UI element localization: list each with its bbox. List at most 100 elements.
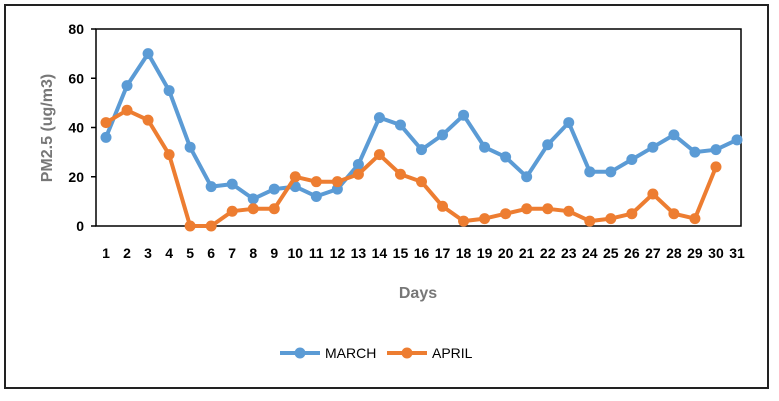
x-tick-label: 8	[249, 245, 257, 261]
data-point-april	[647, 188, 659, 200]
y-axis-title: PM2.5 (ug/m3)	[39, 74, 56, 182]
x-tick-label: 19	[477, 245, 493, 261]
data-point-april	[163, 149, 175, 161]
series-april	[100, 104, 722, 232]
data-point-march	[542, 139, 554, 151]
x-tick-label: 26	[624, 245, 640, 261]
data-point-march	[163, 85, 175, 97]
series-layer	[100, 48, 743, 232]
data-point-april	[184, 220, 196, 232]
series-march	[100, 48, 743, 205]
data-point-april	[437, 200, 449, 212]
data-point-april	[563, 205, 575, 217]
data-point-march	[437, 129, 449, 141]
x-axis-title: Days	[399, 285, 437, 302]
data-point-march	[584, 166, 596, 178]
data-point-march	[205, 181, 217, 193]
data-point-april	[605, 213, 617, 225]
data-point-march	[247, 193, 259, 205]
data-point-march	[184, 141, 196, 153]
data-point-march	[310, 190, 322, 202]
x-tick-label: 1	[102, 245, 110, 261]
x-tick-label: 12	[330, 245, 346, 261]
x-tick-label: 9	[270, 245, 278, 261]
chart-frame	[4, 4, 769, 389]
data-point-april	[584, 215, 596, 227]
data-point-march	[142, 48, 154, 60]
x-tick-label: 13	[351, 245, 367, 261]
data-point-april	[289, 171, 301, 183]
data-point-march	[689, 146, 701, 158]
data-point-march	[500, 151, 512, 163]
series-line-april	[104, 108, 718, 228]
chart-legend: MARCH APRIL	[280, 345, 473, 361]
x-tick-label: 21	[519, 245, 535, 261]
x-tick-label: 31	[729, 245, 745, 261]
data-point-march	[458, 109, 470, 121]
data-point-march	[121, 80, 133, 92]
data-point-march	[710, 144, 722, 156]
data-point-march	[521, 171, 533, 183]
x-tick-label: 11	[309, 245, 324, 261]
x-tick-label: 5	[186, 245, 194, 261]
x-tick-label: 15	[393, 245, 409, 261]
data-point-april	[458, 215, 470, 227]
data-point-april	[121, 104, 133, 116]
data-point-march	[373, 112, 385, 124]
data-point-march	[416, 144, 427, 156]
x-tick-label: 6	[207, 245, 215, 261]
data-point-march	[268, 183, 280, 195]
y-tick-label: 0	[76, 218, 84, 234]
x-tick-label: 27	[645, 245, 661, 261]
x-tick-label: 28	[666, 245, 682, 261]
data-point-march	[731, 134, 743, 146]
x-tick-label: 3	[144, 245, 152, 261]
x-tick-label: 25	[603, 245, 619, 261]
x-tick-label: 10	[288, 245, 304, 261]
data-point-april	[268, 203, 280, 215]
x-tick-label: 30	[708, 245, 724, 261]
data-point-april	[710, 161, 722, 173]
data-point-march	[626, 154, 638, 166]
data-point-april	[142, 114, 154, 126]
data-point-april	[689, 213, 701, 225]
y-tick-label: 20	[68, 169, 84, 185]
x-tick-label: 14	[372, 245, 388, 261]
data-point-april	[100, 117, 112, 129]
data-point-march	[100, 131, 112, 143]
data-point-april	[668, 208, 680, 220]
data-point-april	[331, 176, 343, 188]
data-point-april	[542, 203, 554, 215]
x-tick-label: 17	[435, 245, 451, 261]
data-point-april	[205, 220, 217, 232]
legend-marker-march	[294, 347, 306, 359]
data-point-april	[500, 208, 512, 220]
y-tick-label: 40	[68, 120, 84, 136]
x-tick-label: 29	[687, 245, 703, 261]
data-point-april	[394, 168, 406, 180]
x-tick-label: 23	[561, 245, 577, 261]
x-tick-label: 22	[540, 245, 556, 261]
data-point-april	[352, 168, 364, 180]
data-point-march	[563, 117, 575, 129]
y-tick-label: 80	[68, 21, 84, 37]
data-point-march	[605, 166, 617, 178]
data-point-march	[647, 141, 659, 153]
x-tick-label: 4	[165, 245, 173, 261]
x-tick-label: 16	[414, 245, 430, 261]
legend-label-march: MARCH	[325, 345, 376, 361]
data-point-march	[479, 141, 491, 153]
x-tick-label: 7	[228, 245, 236, 261]
data-point-april	[416, 176, 427, 188]
data-point-april	[310, 176, 322, 188]
x-tick-label: 20	[498, 245, 514, 261]
legend-marker-april	[401, 347, 413, 359]
data-point-march	[394, 119, 406, 131]
data-point-april	[626, 208, 638, 220]
x-tick-label: 2	[123, 245, 131, 261]
legend-label-april: APRIL	[432, 345, 473, 361]
data-point-march	[668, 129, 680, 141]
data-point-march	[226, 178, 238, 190]
